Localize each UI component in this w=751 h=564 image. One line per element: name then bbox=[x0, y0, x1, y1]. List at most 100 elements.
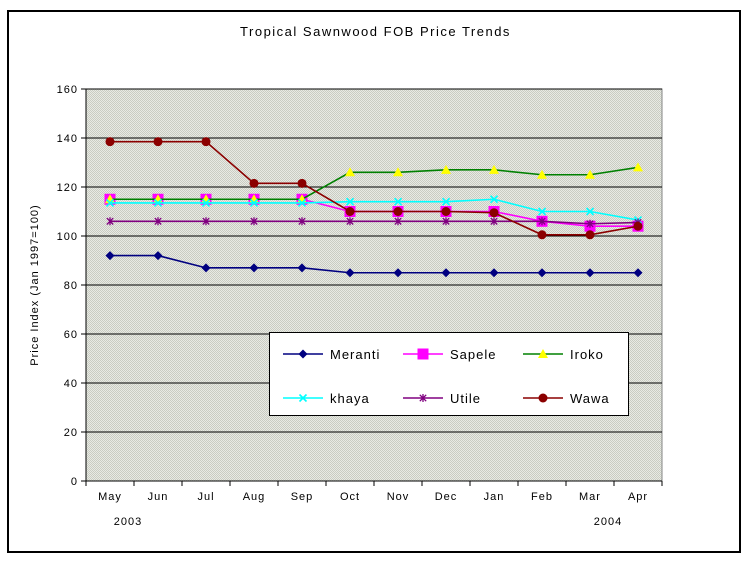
marker-diamond-icon bbox=[489, 268, 499, 278]
series-line-khaya bbox=[110, 198, 639, 221]
marker-star-icon bbox=[346, 217, 354, 226]
marker-x-icon bbox=[441, 197, 451, 206]
marker-diamond-icon bbox=[441, 268, 451, 278]
marker-x-icon bbox=[201, 198, 211, 207]
marker-triangle-icon bbox=[633, 162, 643, 172]
marker-x-icon bbox=[153, 198, 163, 207]
legend: Meranti Sapele Iroko khaya Utile Wawa bbox=[269, 332, 629, 416]
marker-diamond-icon bbox=[201, 263, 211, 273]
marker-x-icon bbox=[489, 195, 499, 204]
month-tick-label: May bbox=[98, 491, 122, 503]
legend-sample-khaya bbox=[283, 393, 323, 403]
marker-circle-icon bbox=[153, 137, 163, 147]
year-label: 2003 bbox=[114, 516, 142, 528]
legend-label: Utile bbox=[450, 390, 482, 406]
y-tick-label: 20 bbox=[64, 427, 78, 439]
marker-diamond-icon bbox=[537, 268, 547, 278]
legend-label: khaya bbox=[330, 390, 370, 406]
series-line-utile bbox=[110, 220, 639, 225]
y-tick-label: 0 bbox=[71, 476, 78, 488]
legend-entry-wawa: Wawa bbox=[523, 386, 610, 410]
month-tick-label: Nov bbox=[387, 491, 410, 503]
marker-triangle-icon bbox=[441, 164, 451, 174]
y-tick-label: 60 bbox=[64, 329, 78, 341]
legend-entry-khaya: khaya bbox=[283, 386, 370, 410]
marker-star-icon bbox=[490, 217, 498, 226]
marker-x-icon bbox=[298, 393, 308, 403]
marker-circle-icon bbox=[538, 393, 548, 403]
month-tick-label: Mar bbox=[579, 491, 601, 503]
marker-diamond-icon bbox=[105, 251, 115, 261]
month-tick-label: Feb bbox=[531, 491, 553, 503]
month-tick-label: Oct bbox=[340, 491, 360, 503]
marker-triangle-icon bbox=[537, 169, 547, 179]
marker-circle-icon bbox=[393, 207, 403, 216]
legend-sample-sapele bbox=[403, 348, 443, 360]
marker-circle-icon bbox=[105, 137, 115, 147]
marker-triangle-icon bbox=[538, 349, 548, 358]
legend-label: Meranti bbox=[330, 346, 381, 362]
marker-circle-icon bbox=[489, 208, 499, 218]
marker-star-icon bbox=[419, 394, 427, 402]
y-tick-label: 40 bbox=[64, 378, 78, 390]
marker-star-icon bbox=[298, 217, 306, 226]
marker-diamond-icon bbox=[633, 268, 643, 278]
legend-label: Sapele bbox=[450, 346, 497, 362]
marker-diamond-icon bbox=[249, 263, 259, 273]
marker-circle-icon bbox=[585, 230, 595, 240]
y-tick-label: 100 bbox=[57, 231, 78, 243]
marker-circle-icon bbox=[297, 178, 307, 188]
month-tick-label: Jan bbox=[484, 491, 505, 503]
legend-sample-meranti bbox=[283, 349, 323, 359]
marker-circle-icon bbox=[345, 207, 355, 216]
marker-diamond-icon bbox=[345, 268, 355, 278]
marker-circle-icon bbox=[249, 178, 259, 188]
chart-title: Tropical Sawnwood FOB Price Trends bbox=[240, 24, 511, 39]
y-tick-label: 140 bbox=[57, 133, 78, 145]
legend-label: Iroko bbox=[570, 346, 604, 362]
series-line-meranti bbox=[110, 254, 638, 274]
marker-star-icon bbox=[154, 217, 162, 226]
month-tick-label: Jul bbox=[197, 491, 214, 503]
marker-star-icon bbox=[538, 217, 546, 226]
series-line-iroko bbox=[110, 166, 639, 201]
month-tick-label: Sep bbox=[291, 491, 314, 503]
marker-triangle-icon bbox=[585, 169, 595, 179]
y-tick-label: 80 bbox=[64, 280, 78, 292]
marker-x-icon bbox=[249, 198, 259, 207]
marker-diamond-icon bbox=[297, 263, 307, 273]
marker-star-icon bbox=[250, 217, 258, 226]
legend-entry-meranti: Meranti bbox=[283, 342, 380, 366]
marker-star-icon bbox=[586, 219, 594, 228]
legend-sample-utile bbox=[403, 394, 443, 402]
series-line-wawa bbox=[110, 140, 639, 236]
y-tick-label: 120 bbox=[57, 182, 78, 194]
marker-circle-icon bbox=[633, 221, 643, 231]
marker-x-icon bbox=[537, 207, 547, 216]
month-tick-label: Dec bbox=[435, 491, 458, 503]
marker-diamond-icon bbox=[298, 349, 308, 359]
marker-square-icon bbox=[417, 348, 429, 360]
marker-circle-icon bbox=[201, 137, 211, 147]
marker-diamond-icon bbox=[585, 268, 595, 278]
marker-circle-icon bbox=[441, 207, 451, 216]
marker-diamond-icon bbox=[153, 251, 163, 261]
month-tick-label: Apr bbox=[628, 491, 648, 503]
marker-x-icon bbox=[105, 198, 115, 207]
legend-entry-utile: Utile bbox=[403, 386, 481, 410]
legend-sample-iroko bbox=[523, 349, 563, 358]
marker-diamond-icon bbox=[393, 268, 403, 278]
marker-star-icon bbox=[394, 217, 402, 226]
marker-star-icon bbox=[202, 217, 210, 226]
marker-x-icon bbox=[585, 207, 595, 216]
marker-x-icon bbox=[393, 197, 403, 206]
month-tick-label: Jun bbox=[148, 491, 169, 503]
month-tick-label: Aug bbox=[243, 491, 266, 503]
marker-star-icon bbox=[442, 217, 450, 226]
legend-entry-sapele: Sapele bbox=[403, 342, 496, 366]
legend-entry-iroko: Iroko bbox=[523, 342, 604, 366]
marker-circle-icon bbox=[537, 230, 547, 240]
year-label: 2004 bbox=[594, 516, 622, 528]
